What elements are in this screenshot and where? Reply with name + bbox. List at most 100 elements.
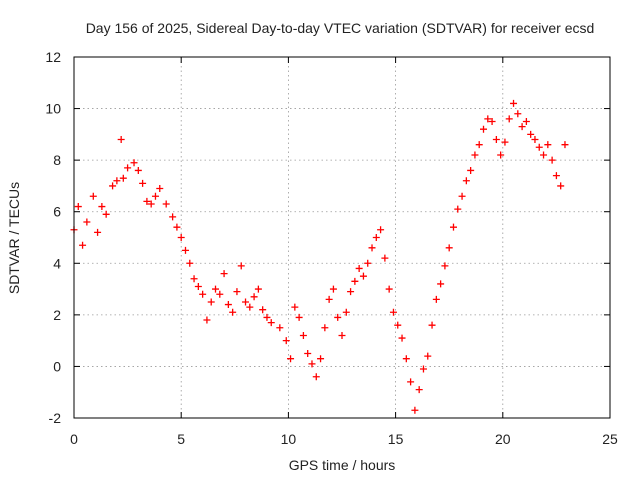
data-point xyxy=(424,352,432,360)
data-point xyxy=(291,303,299,311)
data-point xyxy=(246,303,254,311)
data-point xyxy=(317,355,325,363)
data-point xyxy=(308,360,316,368)
data-point xyxy=(561,141,569,149)
data-point xyxy=(113,177,121,185)
data-point xyxy=(338,331,346,339)
x-tick-label: 20 xyxy=(495,431,511,447)
data-point xyxy=(342,308,350,316)
data-point xyxy=(199,290,207,298)
y-tick-label: 4 xyxy=(53,255,61,271)
data-point xyxy=(527,130,535,138)
x-tick-label: 25 xyxy=(602,431,618,447)
data-point xyxy=(181,246,189,254)
data-point xyxy=(250,293,258,301)
data-point xyxy=(522,117,530,125)
data-point xyxy=(207,298,215,306)
y-tick-label: 0 xyxy=(53,358,61,374)
data-point xyxy=(169,213,177,221)
data-point xyxy=(419,365,427,373)
x-tick-label: 5 xyxy=(177,431,185,447)
x-tick-label: 0 xyxy=(70,431,78,447)
data-point xyxy=(501,138,509,146)
data-point xyxy=(130,159,138,167)
data-point xyxy=(544,141,552,149)
data-point xyxy=(441,262,449,270)
y-tick-label: -2 xyxy=(49,410,62,426)
data-point xyxy=(518,123,526,131)
data-point xyxy=(368,244,376,252)
data-point xyxy=(83,218,91,226)
y-tick-label: 10 xyxy=(45,101,61,117)
data-point xyxy=(237,262,245,270)
y-axis-label: SDTVAR / TECUs xyxy=(6,182,22,294)
data-point xyxy=(355,264,363,272)
data-point xyxy=(229,308,237,316)
data-point xyxy=(471,151,479,159)
tick-labels: 0 5 10 15 20 25 -2 0 2 4 6 8 10 12 xyxy=(45,49,618,447)
data-point xyxy=(428,321,436,329)
data-point xyxy=(329,285,337,293)
data-point xyxy=(445,244,453,252)
x-tick-label: 15 xyxy=(388,431,404,447)
axis-ticks xyxy=(73,56,611,419)
data-point xyxy=(276,324,284,332)
data-point xyxy=(364,259,372,267)
data-point xyxy=(287,355,295,363)
data-point xyxy=(351,277,359,285)
y-tick-label: 8 xyxy=(53,152,61,168)
data-point xyxy=(484,115,492,123)
data-point xyxy=(263,313,271,321)
data-point xyxy=(402,355,410,363)
data-point xyxy=(432,295,440,303)
data-point xyxy=(186,259,194,267)
data-point xyxy=(267,319,275,327)
data-point xyxy=(124,164,132,172)
data-point xyxy=(312,373,320,381)
data-point xyxy=(475,141,483,149)
chart-title: Day 156 of 2025, Sidereal Day-to-day VTE… xyxy=(86,20,595,36)
data-point xyxy=(437,280,445,288)
data-point xyxy=(190,275,198,283)
y-tick-label: 12 xyxy=(45,49,61,65)
y-tick-label: 6 xyxy=(53,204,61,220)
data-point xyxy=(505,115,513,123)
data-point xyxy=(411,406,419,414)
plot-frame xyxy=(73,56,611,419)
data-point xyxy=(325,295,333,303)
data-point xyxy=(242,298,250,306)
data-point xyxy=(359,272,367,280)
data-point xyxy=(79,241,87,249)
data-point xyxy=(462,177,470,185)
data-point xyxy=(220,270,228,278)
data-point xyxy=(535,143,543,151)
data-point xyxy=(372,234,380,241)
data-point xyxy=(117,136,125,144)
data-point xyxy=(173,223,181,231)
data-point xyxy=(295,313,303,321)
data-point xyxy=(334,313,342,321)
data-point xyxy=(552,172,560,180)
data-point xyxy=(347,288,355,296)
data-point xyxy=(139,179,147,187)
y-tick-label: 2 xyxy=(53,307,61,323)
data-point xyxy=(510,99,518,107)
data-point xyxy=(480,125,488,133)
data-point xyxy=(203,316,211,324)
data-point xyxy=(194,282,202,290)
data-point xyxy=(454,205,462,213)
data-point xyxy=(381,254,389,262)
data-point xyxy=(492,136,500,144)
data-point xyxy=(531,136,539,144)
data-point xyxy=(134,166,142,174)
data-point xyxy=(109,182,117,190)
data-point xyxy=(299,331,307,339)
data-point xyxy=(151,192,159,200)
data-point xyxy=(119,174,127,182)
data-point xyxy=(394,321,402,329)
data-point xyxy=(398,334,406,342)
data-point xyxy=(415,386,423,394)
data-point xyxy=(304,350,312,358)
data-point xyxy=(224,301,232,309)
data-point xyxy=(449,223,457,231)
